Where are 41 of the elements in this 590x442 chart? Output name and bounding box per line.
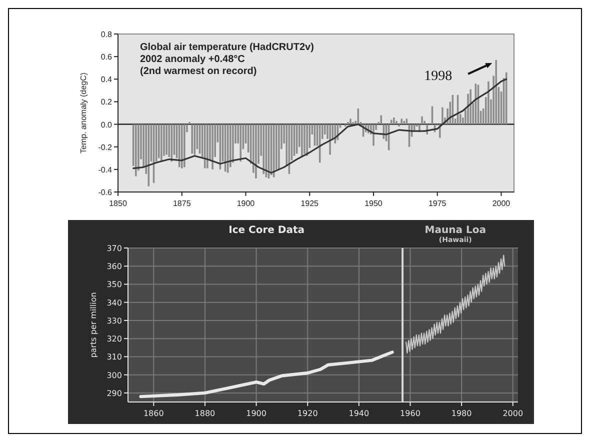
- x-tick-label: 1980: [451, 409, 472, 418]
- y-tick-label: 370: [106, 244, 122, 253]
- x-tick-label: 1900: [236, 199, 256, 208]
- annotation: (2nd warmest on record): [140, 66, 257, 77]
- text: 2002 anomaly +0.48°C: [140, 54, 245, 65]
- y-tick-label: 290: [106, 388, 122, 398]
- x-tick-label: 1940: [348, 409, 370, 418]
- x-tick-label: 1860: [143, 409, 164, 418]
- annotation: 1998: [424, 68, 452, 84]
- x-tick-label: 1960: [400, 409, 420, 418]
- x-tick-label: 2000: [502, 409, 524, 418]
- x-tick-label: 1950: [364, 199, 383, 208]
- y-axis-title: parts per million: [89, 292, 98, 358]
- x-tick-label: 1975: [428, 199, 447, 208]
- y-tick-label: 320: [106, 334, 122, 344]
- y-tick-label: 310: [106, 352, 122, 362]
- y-tick-label: 0.4: [100, 75, 113, 84]
- text: Global air temperature (HadCRUT2v): [140, 42, 314, 53]
- x-tick-label: 2000: [492, 199, 511, 208]
- y-tick-label: -0.4: [98, 165, 113, 174]
- text: Ice Core Data: [228, 225, 305, 236]
- y-tick-label: -0.6: [98, 188, 113, 197]
- y-tick-label: -0.2: [98, 142, 113, 152]
- x-tick-label: 1925: [300, 199, 320, 208]
- y-tick-label: 350: [106, 280, 122, 290]
- x-tick-label: 1850: [109, 199, 128, 208]
- y-tick-label: 0.2: [100, 98, 113, 107]
- x-tick-label: 1920: [297, 409, 318, 418]
- y-tick-label: 0.8: [100, 30, 113, 39]
- x-tick-label: 1900: [246, 409, 266, 418]
- y-tick-label: 300: [106, 370, 122, 380]
- y-tick-label: 360: [106, 262, 122, 272]
- y-tick-label: 0.6: [100, 52, 113, 62]
- x-tick-label: 1880: [194, 409, 216, 418]
- y-tick-label: 0.0: [100, 120, 113, 130]
- y-axis-title: Temp. anomaly (degC): [79, 72, 88, 154]
- line-series: [406, 254, 506, 354]
- x-tick-label: 1875: [172, 199, 192, 208]
- y-tick-label: 330: [106, 316, 122, 326]
- line-series: [139, 350, 394, 398]
- y-tick-label: 340: [106, 298, 122, 308]
